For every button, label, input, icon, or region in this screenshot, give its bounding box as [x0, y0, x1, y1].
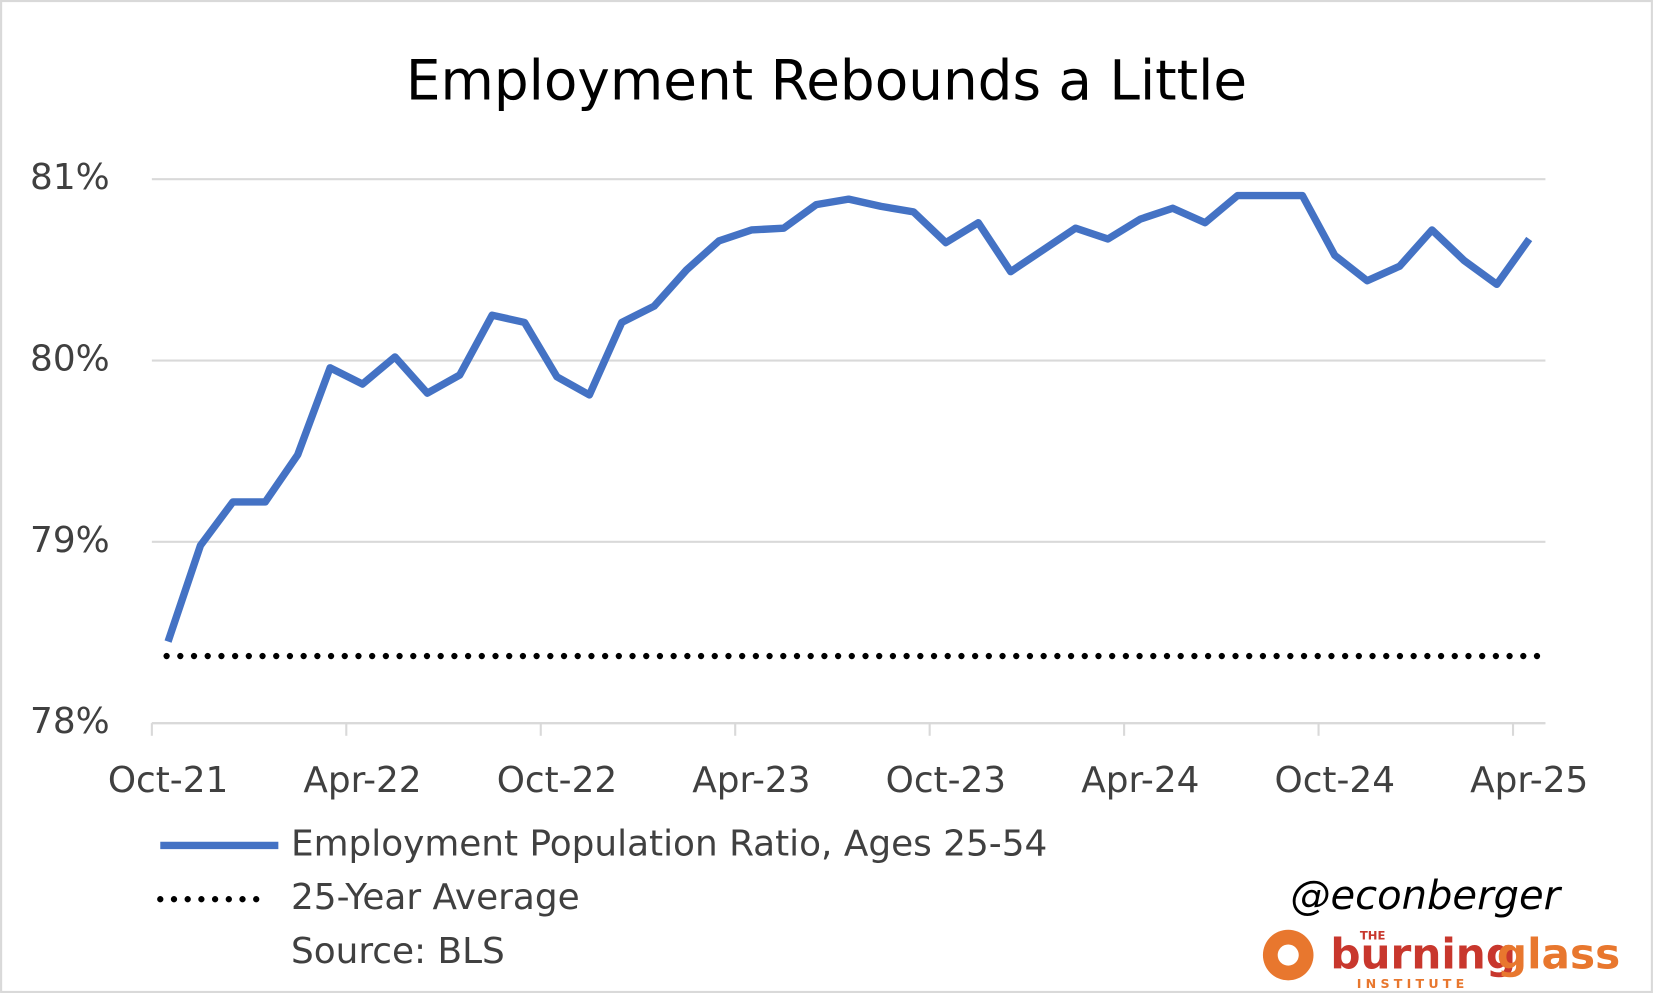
x-tick-label: Apr-25 [1470, 760, 1588, 801]
legend-label: Employment Population Ratio, Ages 25-54 [291, 823, 1047, 864]
logo-glass: glass [1497, 930, 1620, 979]
x-tick-label: Apr-24 [1081, 760, 1199, 801]
y-tick-label: 81% [30, 157, 110, 198]
x-tick-label: Oct-23 [886, 760, 1006, 801]
data-line [164, 191, 1533, 643]
y-tick-label: 80% [30, 339, 110, 380]
x-tick-label: Apr-23 [692, 760, 810, 801]
handle: @econberger [1290, 873, 1562, 919]
chart-title: Employment Rebounds a Little [406, 48, 1247, 112]
x-tick-label: Oct-21 [108, 760, 228, 801]
logo-icon-center [1277, 944, 1299, 966]
logo-institute: INSTITUTE [1357, 976, 1469, 991]
legend-label: 25-Year Average [291, 877, 580, 918]
logo-the: THE [1360, 929, 1386, 943]
y-tick-label: 79% [30, 520, 110, 561]
y-tick-label: 78% [30, 701, 110, 742]
logo: THE burning glass INSTITUTE [1262, 929, 1620, 991]
x-tick-label: Oct-22 [497, 760, 617, 801]
x-tick-label: Apr-22 [303, 760, 421, 801]
logo-burning: burning [1330, 930, 1516, 979]
source: Source: BLS [291, 931, 505, 972]
x-tick-label: Oct-24 [1275, 760, 1395, 801]
